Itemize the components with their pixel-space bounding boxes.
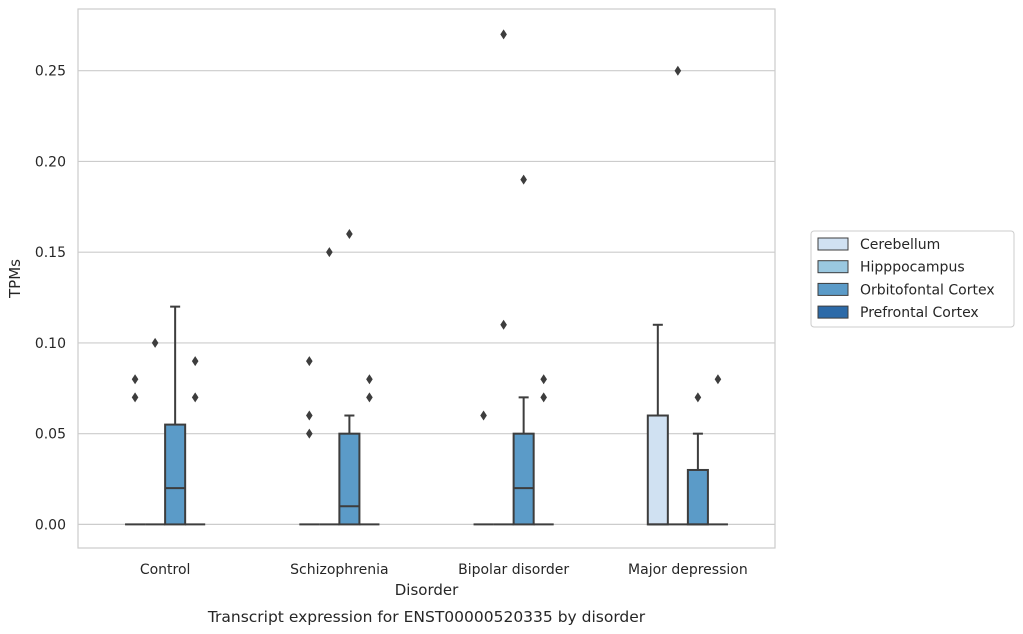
y-axis-ticks: 0.00 0.05 0.10 0.15 0.20 0.25 (35, 64, 66, 534)
box-group (686, 392, 709, 526)
outlier-point (540, 392, 547, 403)
box-group (667, 65, 688, 526)
y-axis-label: TPMs (6, 259, 24, 299)
box-group (145, 337, 166, 526)
outlier-point (306, 356, 313, 367)
outlier-point (520, 174, 527, 185)
box-body (164, 423, 187, 526)
y-tick-label: 0.15 (35, 245, 66, 261)
y-tick-label: 0.10 (35, 336, 66, 352)
outlier-point (714, 374, 722, 385)
legend-swatch (817, 237, 849, 251)
outlier-point (131, 392, 139, 403)
box-group (473, 410, 494, 526)
outlier-point (326, 247, 333, 258)
x-tick-label: Major depression (628, 562, 748, 578)
box-group (533, 374, 554, 526)
outlier-point (366, 374, 373, 385)
box-group (493, 29, 514, 526)
box-group (359, 374, 380, 526)
box-group (646, 323, 669, 526)
box-group (512, 174, 535, 526)
box-group (319, 247, 340, 526)
box-group (125, 374, 146, 526)
outlier-point (131, 374, 139, 385)
outlier-point (306, 428, 313, 439)
x-tick-label: Bipolar disorder (458, 562, 569, 578)
x-axis-label: Disorder (395, 581, 459, 599)
outlier-point (346, 229, 353, 240)
outlier-point (151, 337, 159, 348)
y-tick-label: 0.05 (35, 427, 66, 443)
box-group (707, 374, 728, 526)
x-tick-label: Control (140, 562, 191, 578)
box-body (512, 432, 535, 526)
outlier-point (191, 392, 199, 403)
outlier-point (306, 410, 313, 421)
legend: Cerebellum Hipppocampus Orbitofontal Corte… (810, 230, 1015, 328)
box-group (338, 229, 361, 526)
legend-label: Cerebellum (860, 237, 940, 253)
outlier-point (480, 410, 487, 421)
x-tick-label: Schizophrenia (290, 562, 388, 578)
x-axis-ticks: Control Schizophrenia Bipolar disorder Majo… (140, 562, 748, 578)
box-group (299, 356, 320, 526)
box-body (338, 432, 361, 526)
box-group (185, 356, 206, 526)
outlier-point (191, 356, 199, 367)
y-tick-label: 0.20 (35, 154, 66, 170)
box-body (646, 414, 669, 526)
y-tick-label: 0.00 (35, 517, 66, 533)
outlier-point (500, 319, 507, 330)
box-body (686, 468, 709, 526)
legend-label: Prefrontal Cortex (860, 305, 979, 321)
outlier-point (674, 65, 682, 76)
box-group (164, 305, 187, 526)
outlier-point (694, 392, 702, 403)
legend-label: Hipppocampus (860, 260, 965, 276)
outlier-point (366, 392, 373, 403)
chart-caption: Transcript expression for ENST0000052033… (207, 608, 646, 626)
plot-area-frame (77, 8, 776, 549)
outlier-point (540, 374, 547, 385)
legend-swatch (817, 282, 849, 296)
outlier-point (500, 29, 507, 40)
legend-label: Orbitofontal Cortex (860, 282, 995, 298)
legend-swatch (817, 260, 849, 274)
legend-swatch (817, 305, 849, 319)
box-plot-marks (125, 29, 728, 526)
legend-frame (810, 230, 1015, 328)
y-tick-label: 0.25 (35, 64, 66, 80)
